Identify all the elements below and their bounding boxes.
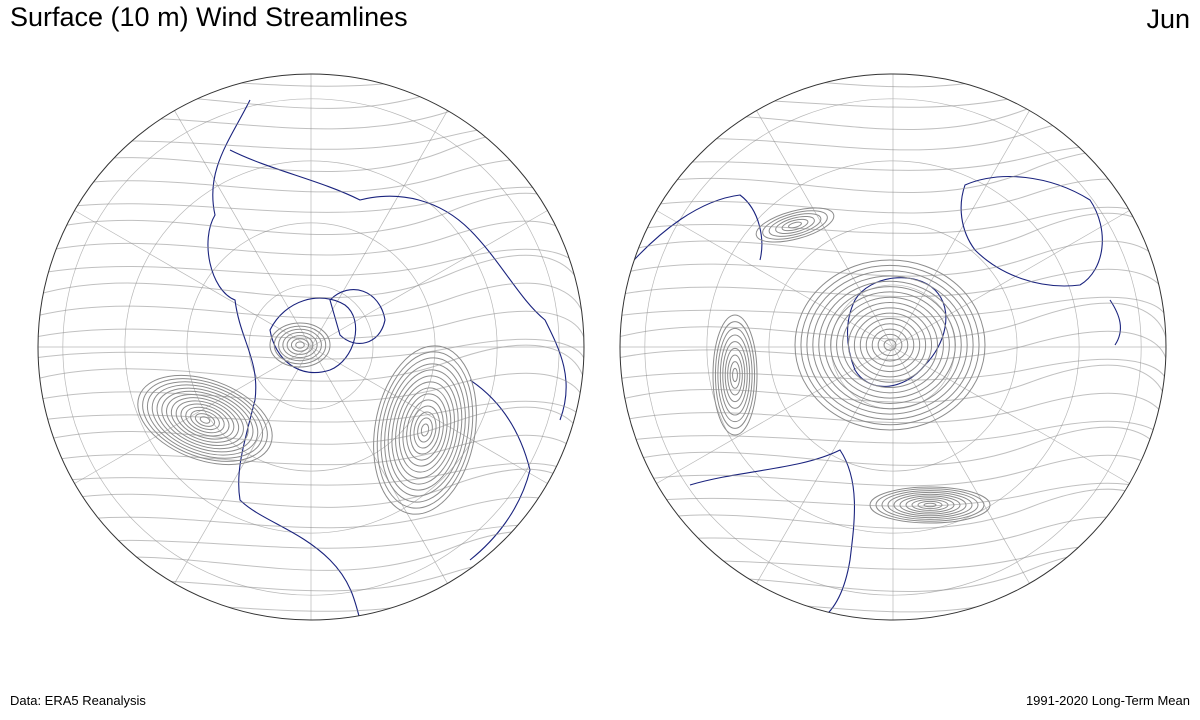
month-label: Jun xyxy=(1146,4,1190,34)
data-source-label: Data: ERA5 Reanalysis xyxy=(10,693,146,708)
arctic-islands-coastline xyxy=(269,297,357,374)
northern-hemisphere-map xyxy=(37,73,585,621)
graticule xyxy=(620,74,1166,620)
new-zealand-coastline xyxy=(1109,299,1121,346)
north-america-coastline xyxy=(207,99,361,620)
southern-hemisphere-map xyxy=(619,73,1167,621)
map-title: Surface (10 m) Wind Streamlines xyxy=(10,2,408,32)
greenland-coastline xyxy=(329,289,386,344)
africa-coastline xyxy=(624,194,763,271)
coastlines xyxy=(207,99,567,620)
africa-coastline xyxy=(469,379,531,561)
period-label: 1991-2020 Long-Term Mean xyxy=(1025,693,1190,708)
australia-coastline xyxy=(960,176,1103,287)
map-boundary xyxy=(619,73,1167,621)
map-boundary xyxy=(37,73,585,621)
coastlines xyxy=(624,176,1121,620)
south-america-coastline xyxy=(689,449,856,620)
